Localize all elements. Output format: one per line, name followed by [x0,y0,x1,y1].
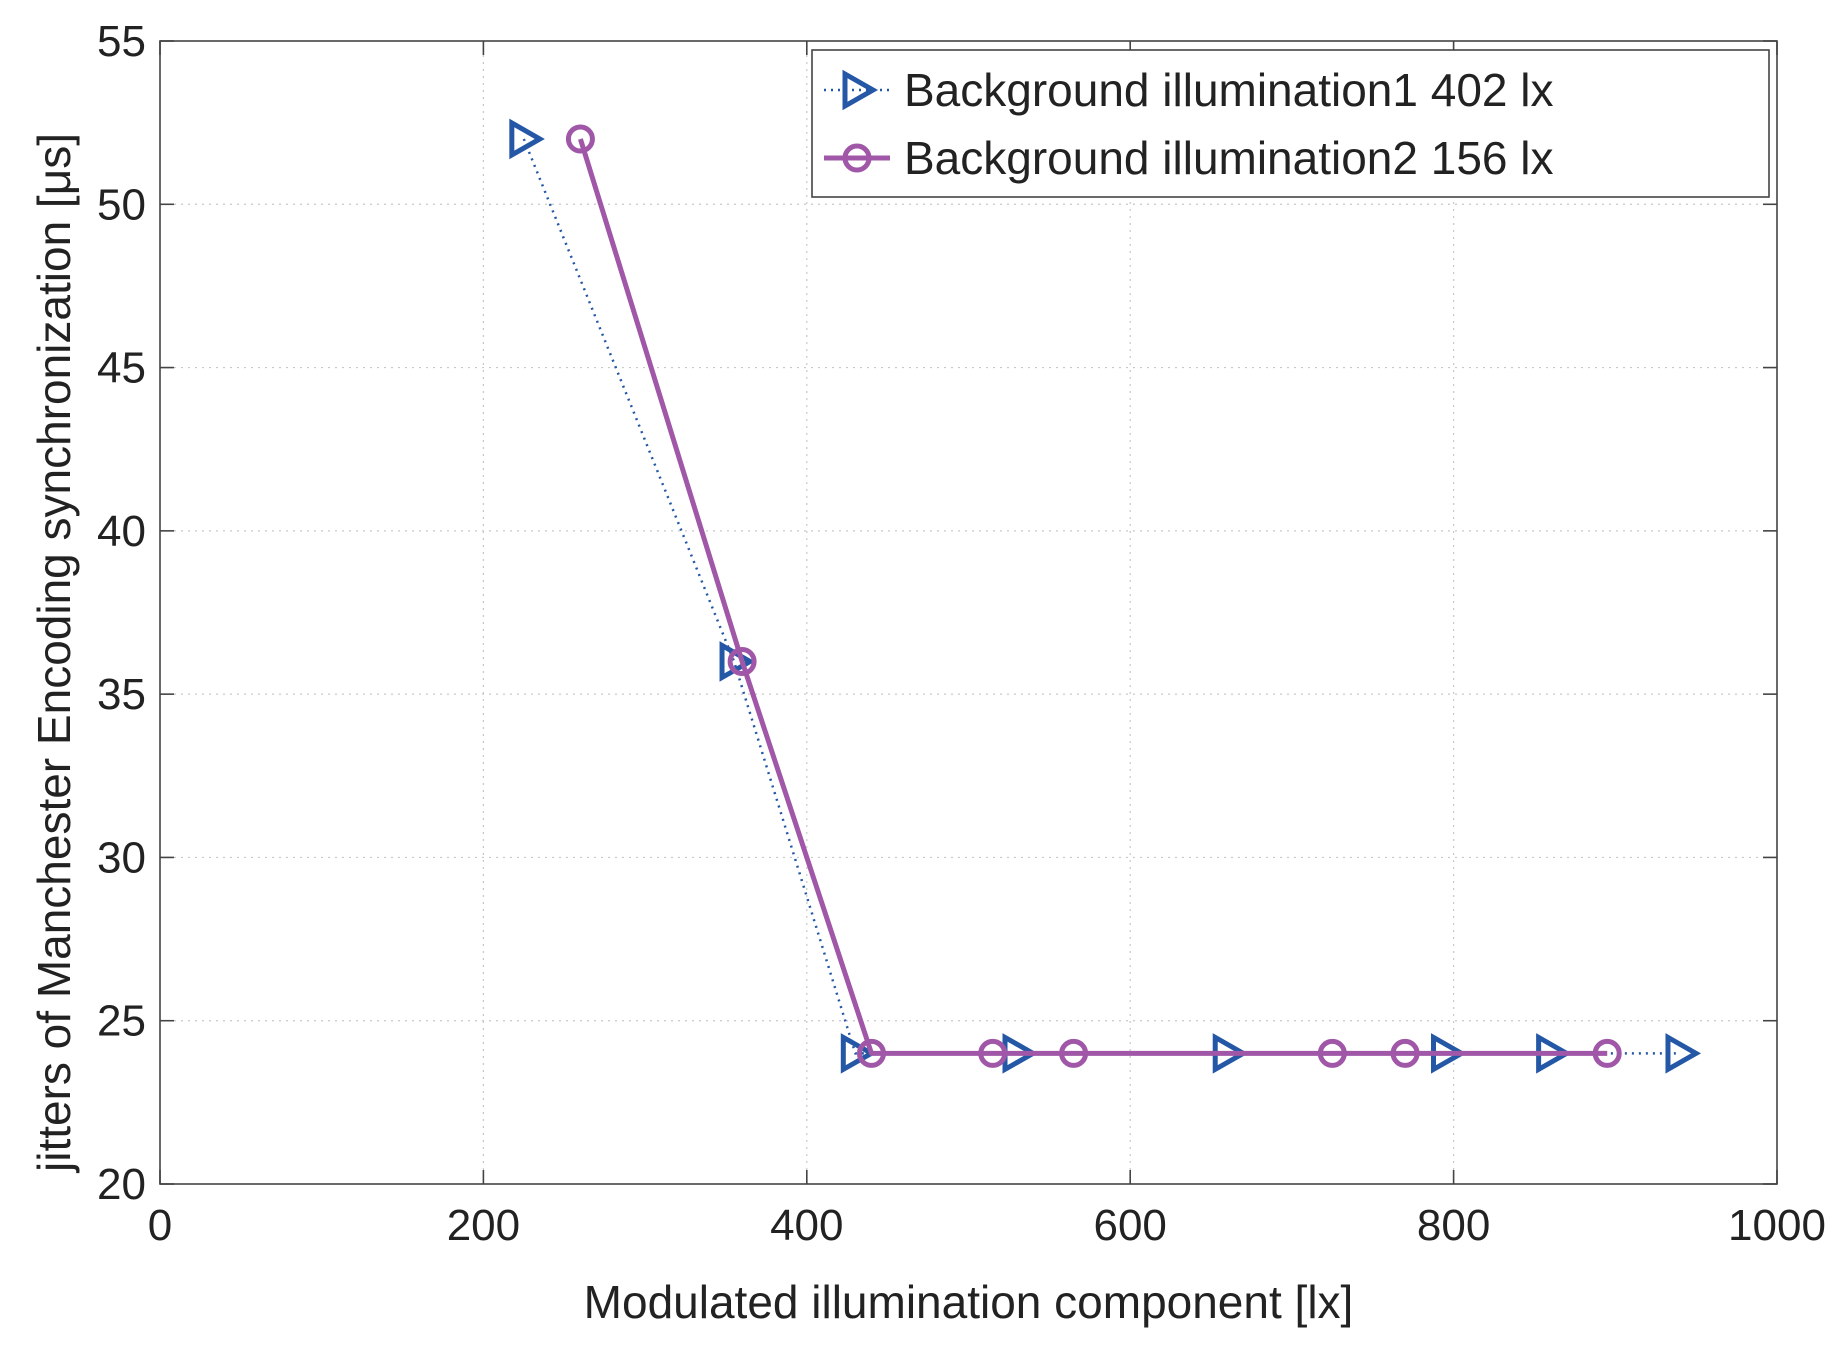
legend-entries: Background illumination1 402 lx Backgroun… [824,64,1554,184]
y-tick-label: 55 [97,17,146,66]
x-tick-label: 1000 [1728,1201,1826,1250]
x-tick-label: 200 [447,1201,520,1250]
x-tick-label: 600 [1093,1201,1166,1250]
series-2-point [856,1038,886,1068]
series-2-point [978,1038,1008,1068]
series-2-point [1592,1038,1622,1068]
legend-box [811,49,1770,198]
plot-frame [159,40,1778,1185]
data-series [509,118,1702,1074]
y-tick-label: 40 [97,507,146,556]
legend-swatch-marker [842,69,879,111]
y-tick-label: 50 [97,180,146,229]
y-tick-label: 45 [97,344,146,393]
series-1-point [1665,1033,1702,1074]
grid-lines [160,41,1777,1184]
y-tick-label: 35 [97,670,146,719]
y-tick-label: 30 [97,833,146,882]
x-tick-label: 800 [1417,1201,1490,1250]
y-tick-labels: 20 25 30 35 40 45 50 55 [97,17,146,1209]
series-1-point [840,1033,877,1074]
legend-swatch-marker [842,143,872,173]
series-2-point [1390,1038,1420,1068]
series-1-point [509,118,545,160]
legend-label: Background illumination1 402 lx [904,64,1554,116]
x-tick-label: 400 [770,1201,843,1250]
x-tick-labels: 0 200 400 600 800 1000 [148,1201,1826,1250]
series-2-point [565,124,595,154]
y-tick-label: 25 [97,997,146,1046]
axis-ticks [159,40,1778,1185]
series-1 [509,118,1702,1074]
series-1-line [522,138,1680,1055]
x-tick-label: 0 [148,1201,172,1250]
x-axis-label: Modulated illumination component [lx] [584,1276,1354,1328]
y-tick-label: 20 [97,1160,146,1209]
series-2-point [1317,1038,1347,1068]
y-axis-label: jitters of Manchester Encoding synchroni… [28,133,80,1174]
legend: Background illumination1 402 lx Backgroun… [811,49,1770,198]
legend-label: Background illumination2 156 lx [904,132,1554,184]
series-2 [565,124,1622,1068]
series-2-point [1059,1038,1089,1068]
series-2-point [727,646,757,676]
legend-entry-2: Background illumination2 156 lx [824,132,1554,184]
legend-entry-1: Background illumination1 402 lx [824,64,1554,116]
